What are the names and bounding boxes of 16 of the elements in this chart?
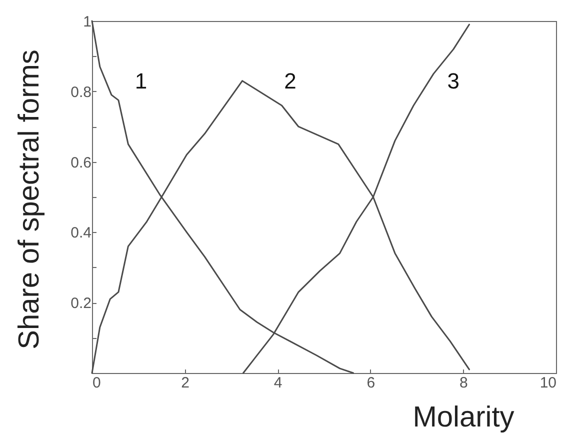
- x-tick-label: 8: [460, 374, 468, 392]
- y-tick-label: 0.4: [70, 224, 92, 242]
- y-tick-label: 1: [83, 14, 92, 30]
- series-label: 3: [447, 68, 460, 94]
- x-axis-title: Molarity: [412, 402, 515, 434]
- series-label: 2: [284, 68, 296, 94]
- series-label: 1: [134, 68, 148, 94]
- x-tick-label: 0: [92, 374, 101, 392]
- x-tick-label: 2: [181, 374, 190, 392]
- y-axis-title: Share of spectral forms: [14, 50, 46, 350]
- x-tick-label: 4: [274, 374, 282, 392]
- y-tick-label: 0.2: [70, 295, 92, 312]
- x-tick-label: 6: [366, 374, 376, 392]
- y-tick-label: 0.8: [70, 84, 92, 101]
- y-tick-label: 0.6: [70, 154, 92, 172]
- x-tick-label: 10: [540, 374, 556, 392]
